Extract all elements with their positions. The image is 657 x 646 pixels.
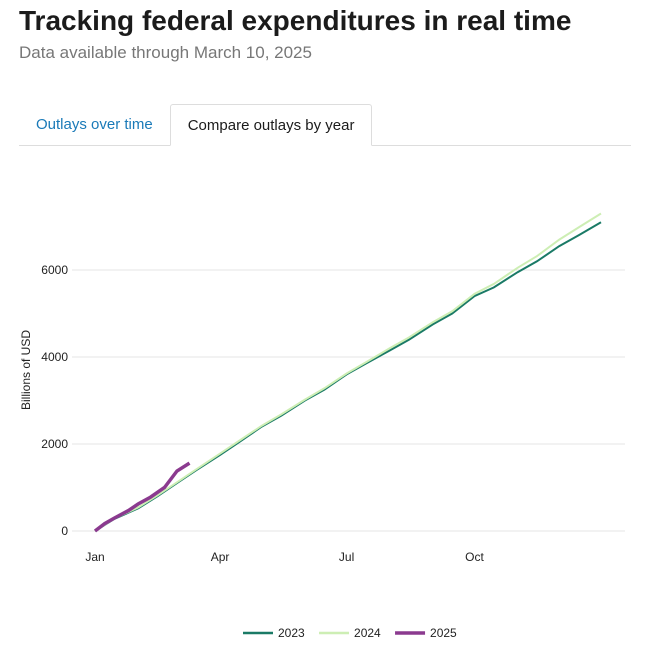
series-line-2024 bbox=[94, 212, 602, 532]
tab-bar: Outlays over time Compare outlays by yea… bbox=[19, 104, 631, 146]
y-tick-label: 6000 bbox=[41, 263, 68, 277]
y-tick-label: 0 bbox=[61, 524, 68, 538]
legend-label: 2023 bbox=[278, 626, 305, 640]
tab-compare-outlays-by-year[interactable]: Compare outlays by year bbox=[169, 104, 373, 146]
series-line-2023 bbox=[94, 221, 602, 532]
x-tick-label: Jul bbox=[339, 550, 354, 564]
y-axis-label: Billions of USD bbox=[19, 330, 33, 410]
y-tick-label: 4000 bbox=[41, 350, 68, 364]
tab-outlays-over-time[interactable]: Outlays over time bbox=[36, 116, 153, 133]
series-line-2025 bbox=[93, 461, 191, 533]
x-tick-label: Oct bbox=[465, 550, 484, 564]
x-tick-label: Jan bbox=[85, 550, 104, 564]
y-tick-label: 2000 bbox=[41, 437, 68, 451]
x-tick-label: Apr bbox=[211, 550, 230, 564]
page-title: Tracking federal expenditures in real ti… bbox=[19, 5, 572, 36]
page-subtitle: Data available through March 10, 2025 bbox=[19, 43, 312, 62]
legend-label: 2024 bbox=[354, 626, 381, 640]
legend-label: 2025 bbox=[430, 626, 457, 640]
